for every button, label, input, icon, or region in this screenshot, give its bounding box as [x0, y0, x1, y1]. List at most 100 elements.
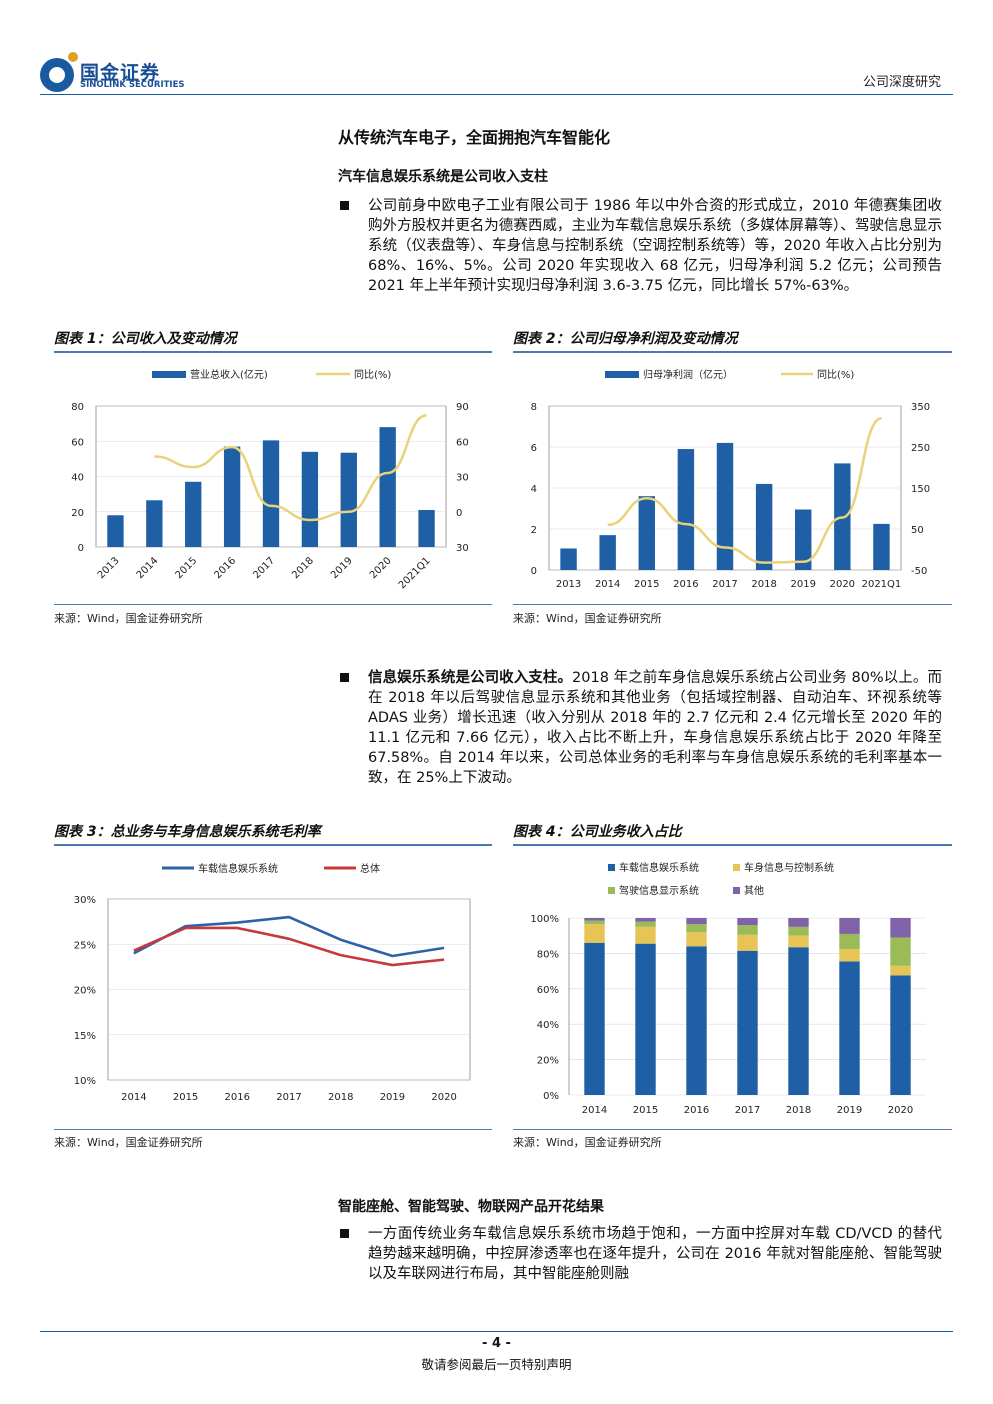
- figure-4-title: 图表 4：公司业务收入占比: [513, 824, 682, 840]
- bar-segment: [839, 961, 860, 1095]
- legend-swatch-mix-3: [733, 887, 740, 894]
- legend-swatch-revenue: [152, 371, 186, 378]
- logo-subtext: SINOLINK SECURITIES: [80, 80, 185, 90]
- y-right-tick-label: 60: [456, 437, 469, 448]
- bar: [560, 548, 577, 570]
- x-tick-label: 2021Q1: [397, 555, 433, 591]
- x-tick-label: 2015: [173, 1092, 198, 1103]
- bar-segment: [635, 918, 656, 922]
- paragraph-2-lead: 信息娱乐系统是公司收入支柱。: [368, 670, 573, 686]
- legend-label-netprofit: 归母净利润（亿元）: [643, 368, 733, 381]
- figure-2-source: 来源：Wind，国金证券研究所: [513, 612, 662, 625]
- y-tick-label: 30%: [74, 895, 96, 906]
- bar: [146, 500, 163, 547]
- y-right-tick-label: 0: [456, 508, 462, 519]
- x-tick-label: 2020: [888, 1105, 913, 1116]
- bar-segment: [737, 925, 758, 935]
- y-left-tick-label: 4: [531, 484, 537, 495]
- y-tick-label: 20%: [537, 1056, 559, 1067]
- bar-segment: [686, 946, 707, 1095]
- figure-2-title: 图表 2：公司归母净利润及变动情况: [513, 331, 738, 347]
- legend-swatch-netprofit: [605, 371, 639, 378]
- figure-3-bottom-rule: [54, 1129, 492, 1130]
- figure-1-source: 来源：Wind，国金证券研究所: [54, 612, 203, 625]
- x-tick-label: 2019: [380, 1092, 405, 1103]
- bar: [599, 535, 616, 570]
- logo-text: 国金证券: [80, 62, 161, 84]
- bar-segment: [584, 924, 605, 943]
- chart-netprofit: 归母净利润（亿元） 同比(%) 0 2 4 6 8 -50 50 150 250 350 2013 2…: [531, 368, 930, 590]
- bar: [107, 515, 124, 547]
- report-type: 公司深度研究: [862, 75, 941, 90]
- x-tick-label: 2020: [368, 555, 394, 581]
- subsection-title-1: 汽车信息娱乐系统是公司收入支柱: [338, 169, 548, 185]
- x-tick-label: 2016: [673, 579, 698, 590]
- bullet-icon: [340, 201, 349, 210]
- x-tick-label: 2017: [251, 555, 277, 581]
- figure-1-bottom-rule: [54, 604, 492, 605]
- header-rule: [40, 94, 953, 95]
- x-tick-label: 2014: [135, 555, 161, 581]
- figure-4-top-rule: [513, 844, 952, 846]
- x-tick-label: 2013: [556, 579, 581, 590]
- bar-segment: [788, 935, 809, 948]
- x-tick-label: 2014: [582, 1105, 607, 1116]
- chart-revenue: 营业总收入(亿元) 同比(%) 0 20 40 60 80 30 0 30 60 90 2013 20…: [71, 368, 469, 591]
- series-line-0: [133, 915, 445, 958]
- figure-1-title: 图表 1：公司收入及变动情况: [54, 331, 237, 347]
- y-right-tick-label: 250: [911, 443, 930, 454]
- paragraph-2: 信息娱乐系统是公司收入支柱。2018 年之前车身信息娱乐系统占公司业务 80%以…: [368, 668, 942, 788]
- chart-mix: 车载信息娱乐系统 车身信息与控制系统 驾驶信息显示系统 其他 0% 20% 40% 6…: [530, 861, 926, 1116]
- legend-label-mix-3: 其他: [744, 884, 764, 897]
- bar: [340, 452, 357, 547]
- legend-swatch-mix-1: [733, 864, 740, 871]
- figure-3-source: 来源：Wind，国金证券研究所: [54, 1136, 203, 1149]
- page-number: - 4 -: [482, 1336, 511, 1351]
- y-right-tick-label: -50: [911, 566, 927, 577]
- paragraph-2-body: 2018 年之前车身信息娱乐系统占公司业务 80%以上。而在 2018 年以后驾…: [368, 670, 942, 786]
- bar: [716, 442, 734, 570]
- legend-label-yoy: 同比(%): [354, 369, 391, 381]
- y-tick-label: 20%: [74, 986, 96, 997]
- bar-segment: [686, 918, 707, 925]
- y-right-tick-label: 30: [456, 543, 469, 554]
- x-tick-label: 2020: [830, 579, 855, 590]
- logo-icon: [40, 58, 74, 92]
- legend-swatch-mix-2: [608, 887, 615, 894]
- y-right-tick-label: 350: [911, 402, 930, 413]
- subsection-title-2: 智能座舱、智能驾驶、物联网产品开花结果: [338, 1199, 604, 1215]
- y-tick-label: 40%: [537, 1020, 559, 1031]
- y-tick-label: 10%: [74, 1076, 96, 1087]
- x-tick-label: 2017: [712, 579, 737, 590]
- bar-segment: [686, 932, 707, 947]
- x-tick-label: 2016: [225, 1092, 250, 1103]
- x-tick-label: 2015: [174, 555, 200, 581]
- bar: [379, 427, 396, 547]
- bar: [301, 451, 319, 547]
- x-tick-label: 2016: [212, 555, 238, 581]
- bar-segment: [788, 947, 809, 1095]
- bar: [223, 446, 241, 547]
- legend-label-total: 总体: [360, 862, 380, 875]
- y-right-tick-label: 150: [911, 484, 930, 495]
- bullet-icon: [340, 1229, 349, 1238]
- section-title: 从传统汽车电子，全面拥抱汽车智能化: [338, 128, 611, 147]
- y-tick-label: 80%: [537, 949, 559, 960]
- y-left-tick-label: 40: [71, 473, 84, 484]
- logo-dot-icon: [68, 52, 78, 62]
- series-line-yoy: [607, 417, 882, 564]
- y-left-tick-label: 20: [71, 508, 84, 519]
- y-tick-label: 15%: [74, 1031, 96, 1042]
- chart-margin: 车载信息娱乐系统 总体 10% 15% 20% 25% 30% 2014 2015 2016 2…: [74, 862, 471, 1103]
- bar-segment: [737, 918, 758, 926]
- legend-swatch-mix-0: [608, 864, 615, 871]
- y-tick-label: 100%: [530, 914, 559, 925]
- bar-segment: [686, 924, 707, 933]
- bar-segment: [839, 918, 860, 934]
- bar: [873, 523, 890, 570]
- bar: [262, 440, 280, 547]
- y-tick-label: 25%: [74, 940, 96, 951]
- x-tick-label: 2014: [595, 579, 620, 590]
- series-line-yoy: [154, 414, 427, 522]
- y-tick-label: 0%: [543, 1091, 559, 1102]
